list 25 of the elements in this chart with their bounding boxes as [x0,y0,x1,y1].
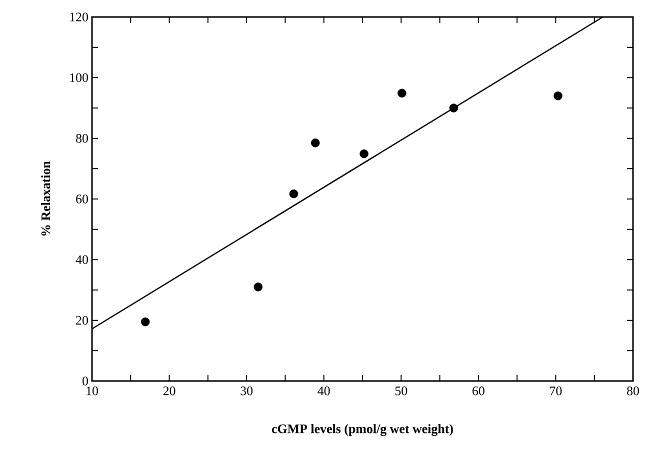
point [449,104,458,112]
y-tick-label: 40 [76,255,88,264]
x-tick-label: 50 [395,386,408,396]
y-tick-label: 120 [70,12,88,22]
x-tick-label: 10 [86,386,98,396]
y-tick-label: 60 [76,194,88,204]
x-tick-label: 40 [318,386,330,396]
y-tick-label: 100 [70,73,88,82]
y-axis-title: % Relaxation [41,161,50,236]
point [310,138,320,148]
x-tick-label: 80 [627,386,639,396]
y-tick-label: 0 [82,376,88,386]
point [398,88,406,98]
point [360,149,368,158]
point [140,317,150,326]
x-axis-title: cGMP levels (pmol/g wet weight) [272,424,453,436]
x-tick-label: 30 [240,386,253,396]
point [289,189,298,198]
point [254,282,263,292]
y-tick-label: 80 [76,134,88,143]
x-tick-label: 20 [163,386,176,396]
point [554,91,562,100]
x-tick-label: 70 [550,386,562,396]
y-tick-label: 20 [76,316,88,325]
x-tick-label: 60 [472,386,484,396]
